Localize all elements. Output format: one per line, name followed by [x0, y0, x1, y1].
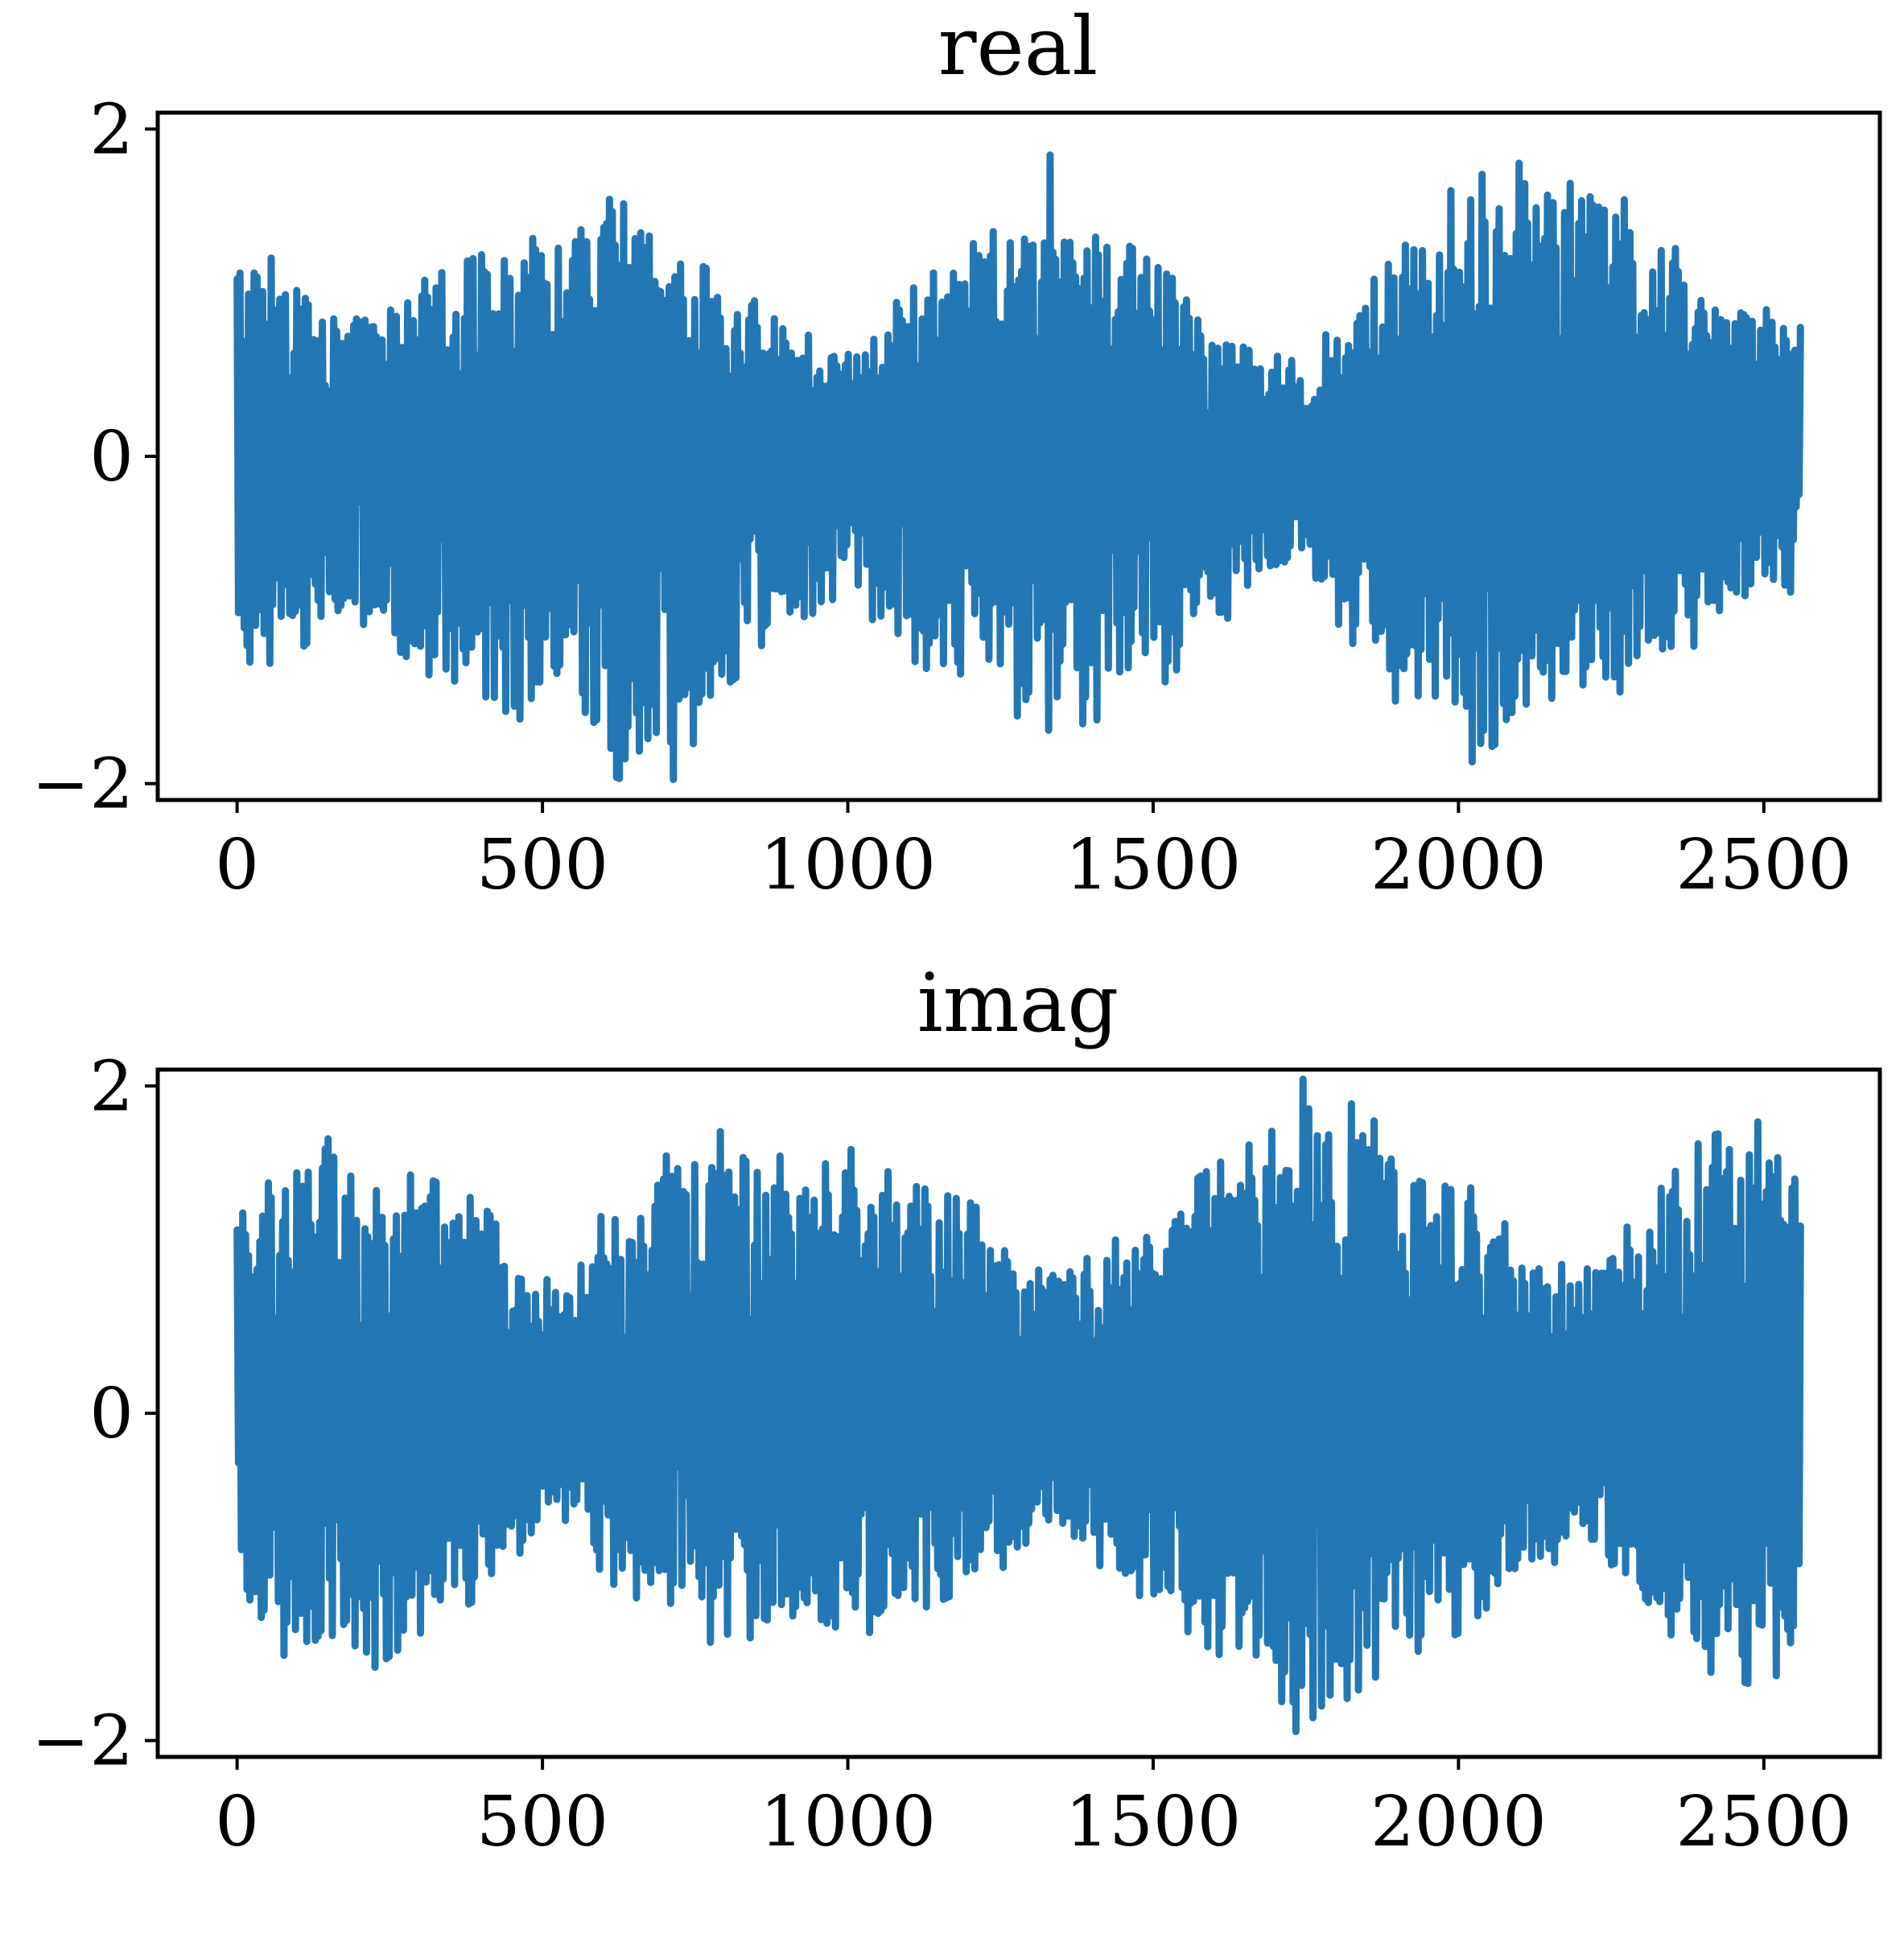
x-tick-label: 2000 [1370, 1782, 1547, 1862]
x-tick-label: 500 [476, 1782, 608, 1862]
y-tick-label: 0 [89, 1374, 134, 1454]
series-layer [233, 151, 1804, 783]
x-tick-label: 1500 [1065, 825, 1242, 905]
series-line [233, 1075, 1804, 1735]
y-tick-label: −2 [31, 744, 134, 825]
y-tick-label: 2 [89, 89, 134, 170]
series-line [233, 151, 1804, 783]
y-tick-label: 2 [89, 1046, 134, 1127]
x-tick-label: 500 [476, 825, 608, 905]
x-tick-label: 1000 [760, 1782, 936, 1862]
y-tick-label: 0 [89, 417, 134, 497]
y-tick-label: −2 [31, 1701, 134, 1782]
ticks-layer: 0 500 1000 1500 2000 2500 2 0 −2 [31, 89, 1852, 905]
x-tick-label: 0 [215, 1782, 259, 1862]
x-tick-label: 2500 [1675, 825, 1852, 905]
x-tick-label: 0 [215, 825, 259, 905]
chart-title: imag [917, 956, 1119, 1050]
panel-imag: imag 0 500 1000 1500 2000 2500 2 0 −2 [31, 956, 1882, 1862]
ticks-layer: 0 500 1000 1500 2000 2500 2 0 −2 [31, 1046, 1852, 1862]
x-tick-label: 1500 [1065, 1782, 1242, 1862]
panel-real: real 0 500 1000 1500 2000 2500 2 0 −2 [31, 0, 1882, 905]
chart-title: real [938, 0, 1098, 93]
x-tick-label: 2000 [1370, 825, 1547, 905]
x-tick-label: 1000 [760, 825, 936, 905]
series-layer [233, 1075, 1804, 1735]
x-tick-label: 2500 [1675, 1782, 1852, 1862]
